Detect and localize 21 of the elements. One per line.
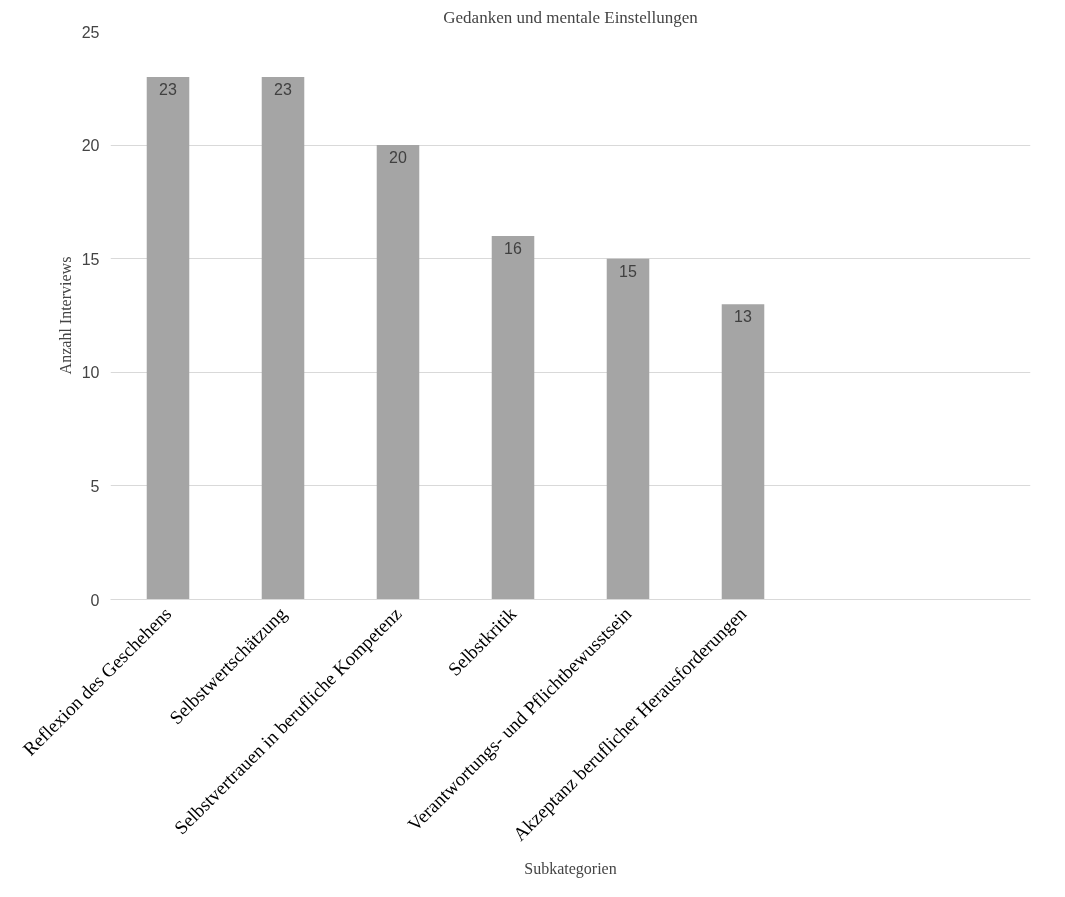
- y-tick-label: 5: [90, 477, 100, 495]
- data-label: 13: [734, 308, 752, 326]
- bar: [146, 76, 190, 600]
- y-tick-label: 0: [90, 591, 100, 609]
- bar: [261, 76, 305, 600]
- data-label: 23: [274, 80, 292, 98]
- y-tick-label: 20: [81, 137, 100, 155]
- y-tick-label: 25: [81, 23, 100, 41]
- data-label: 16: [504, 239, 522, 257]
- data-label: 23: [159, 80, 177, 98]
- x-axis-title: Subkategorien: [524, 860, 617, 879]
- y-tick-label: 15: [81, 250, 100, 268]
- y-tick-label: 10: [81, 364, 100, 382]
- data-label: 20: [389, 149, 407, 167]
- bar: [606, 258, 650, 600]
- data-label: 15: [619, 262, 637, 280]
- bar: [491, 235, 535, 600]
- bar: [376, 145, 420, 600]
- y-axis-title: Anzahl Interviews: [56, 256, 74, 375]
- bar: [721, 304, 765, 600]
- chart-title: Gedanken und mentale Einstellungen: [443, 7, 699, 27]
